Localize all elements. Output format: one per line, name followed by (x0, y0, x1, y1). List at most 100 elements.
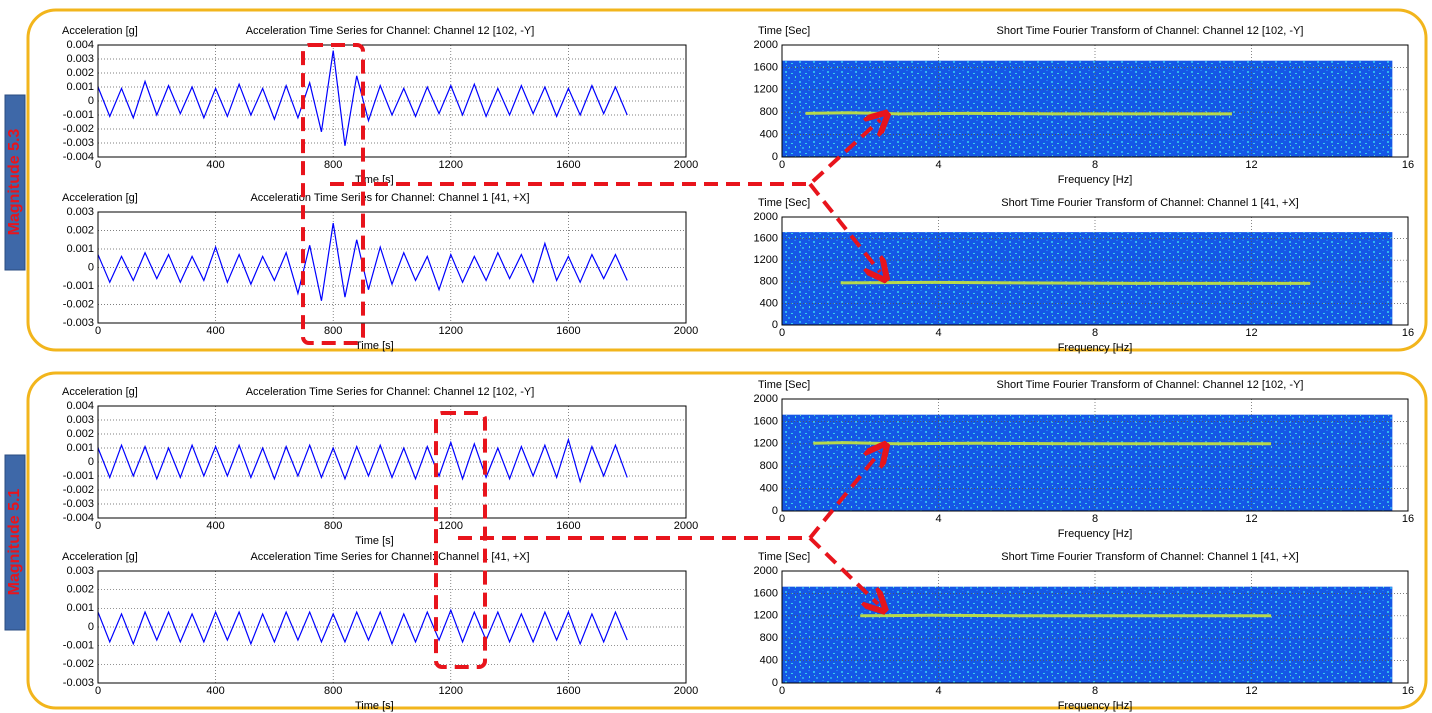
x-tick-label: 1200 (439, 685, 463, 697)
x-tick-label: 1600 (556, 159, 580, 171)
chart-title: Short Time Fourier Transform of Channel:… (1001, 197, 1298, 209)
y-tick-label: 0 (772, 505, 778, 517)
y-tick-label: 1200 (754, 84, 778, 96)
x-axis-label: Frequency [Hz] (1058, 528, 1133, 540)
figure: Magnitude 5.3 Magnitude 5.1 Acceleration… (0, 0, 1432, 713)
y-tick-label: -0.003 (63, 137, 94, 149)
x-tick-label: 12 (1245, 513, 1257, 525)
y-axis-label: Time [Sec] (758, 197, 810, 209)
y-axis-label: Acceleration [g] (62, 551, 138, 563)
y-axis-label: Time [Sec] (758, 551, 810, 563)
x-tick-label: 1200 (439, 159, 463, 171)
y-tick-label: 400 (760, 655, 778, 667)
x-tick-label: 4 (935, 685, 941, 697)
x-tick-label: 0 (95, 520, 101, 532)
x-tick-label: 2000 (674, 520, 698, 532)
x-tick-label: 8 (1092, 513, 1098, 525)
y-tick-label: 0.001 (66, 442, 94, 454)
x-tick-label: 0 (779, 159, 785, 171)
y-tick-label: 0 (88, 261, 94, 273)
x-axis-label: Time [s] (355, 535, 394, 547)
y-axis-label: Time [Sec] (758, 379, 810, 391)
y-tick-label: 400 (760, 483, 778, 495)
x-tick-label: 1600 (556, 325, 580, 337)
y-tick-label: 0.001 (66, 602, 94, 614)
plots: Acceleration Time Series for Channel: Ch… (62, 25, 1414, 712)
y-tick-label: 1200 (754, 254, 778, 266)
spectrogram-image (782, 232, 1392, 325)
chart-title: Short Time Fourier Transform of Channel:… (997, 25, 1304, 37)
x-tick-label: 1200 (439, 325, 463, 337)
y-tick-label: 0 (88, 95, 94, 107)
y-tick-label: -0.002 (63, 484, 94, 496)
magnitude-label: Magnitude 5.1 (6, 489, 23, 596)
y-tick-label: 0.003 (66, 53, 94, 65)
y-tick-label: 0 (88, 456, 94, 468)
y-tick-label: 0.004 (66, 39, 94, 51)
x-tick-label: 400 (206, 520, 224, 532)
y-tick-label: -0.001 (63, 280, 94, 292)
y-tick-label: 400 (760, 129, 778, 141)
x-axis-label: Frequency [Hz] (1058, 342, 1133, 354)
y-tick-label: 0.004 (66, 400, 94, 412)
y-tick-label: 800 (760, 106, 778, 118)
x-tick-label: 4 (935, 159, 941, 171)
y-tick-label: -0.002 (63, 298, 94, 310)
magnitude-label: Magnitude 5.3 (6, 129, 23, 236)
x-tick-label: 0 (779, 685, 785, 697)
y-tick-label: 800 (760, 276, 778, 288)
x-tick-label: 800 (324, 520, 342, 532)
y-tick-label: 800 (760, 460, 778, 472)
y-tick-label: -0.001 (63, 640, 94, 652)
y-tick-label: 1200 (754, 610, 778, 622)
x-tick-label: 400 (206, 325, 224, 337)
y-tick-label: -0.003 (63, 498, 94, 510)
x-tick-label: 16 (1402, 327, 1414, 339)
x-tick-label: 12 (1245, 327, 1257, 339)
x-tick-label: 12 (1245, 159, 1257, 171)
chart-title: Acceleration Time Series for Channel: Ch… (246, 25, 535, 37)
y-tick-label: 0.001 (66, 81, 94, 93)
x-tick-label: 800 (324, 325, 342, 337)
x-tick-label: 2000 (674, 159, 698, 171)
chart-title: Short Time Fourier Transform of Channel:… (997, 379, 1304, 391)
x-tick-label: 0 (779, 327, 785, 339)
frequency-ridge (841, 282, 1311, 283)
x-tick-label: 0 (95, 685, 101, 697)
x-tick-label: 16 (1402, 513, 1414, 525)
x-tick-label: 12 (1245, 685, 1257, 697)
y-tick-label: 0.003 (66, 565, 94, 577)
chart-title: Short Time Fourier Transform of Channel:… (1001, 551, 1298, 563)
x-tick-label: 2000 (674, 685, 698, 697)
frequency-ridge (805, 113, 1231, 114)
x-tick-label: 1600 (556, 685, 580, 697)
y-tick-label: -0.002 (63, 658, 94, 670)
frequency-ridge (860, 615, 1271, 616)
y-tick-label: -0.004 (63, 512, 94, 524)
x-tick-label: 4 (935, 513, 941, 525)
y-tick-label: 400 (760, 297, 778, 309)
x-axis-label: Time [s] (355, 700, 394, 712)
y-tick-label: 0.002 (66, 584, 94, 596)
y-tick-label: -0.003 (63, 677, 94, 689)
x-tick-label: 16 (1402, 159, 1414, 171)
x-tick-label: 800 (324, 159, 342, 171)
y-tick-label: 1600 (754, 233, 778, 245)
x-tick-label: 800 (324, 685, 342, 697)
x-tick-label: 8 (1092, 159, 1098, 171)
x-tick-label: 400 (206, 159, 224, 171)
y-axis-label: Time [Sec] (758, 25, 810, 37)
y-tick-label: 0 (772, 151, 778, 163)
y-tick-label: 0.003 (66, 206, 94, 218)
y-tick-label: 1600 (754, 415, 778, 427)
y-tick-label: 0.002 (66, 428, 94, 440)
x-tick-label: 2000 (674, 325, 698, 337)
x-tick-label: 0 (95, 159, 101, 171)
y-tick-label: 2000 (754, 39, 778, 51)
chart-title: Acceleration Time Series for Channel: Ch… (246, 386, 535, 398)
y-tick-label: -0.004 (63, 151, 94, 163)
y-tick-label: 0 (772, 677, 778, 689)
x-tick-label: 1200 (439, 520, 463, 532)
y-axis-label: Acceleration [g] (62, 386, 138, 398)
spectrogram-image (782, 61, 1392, 157)
